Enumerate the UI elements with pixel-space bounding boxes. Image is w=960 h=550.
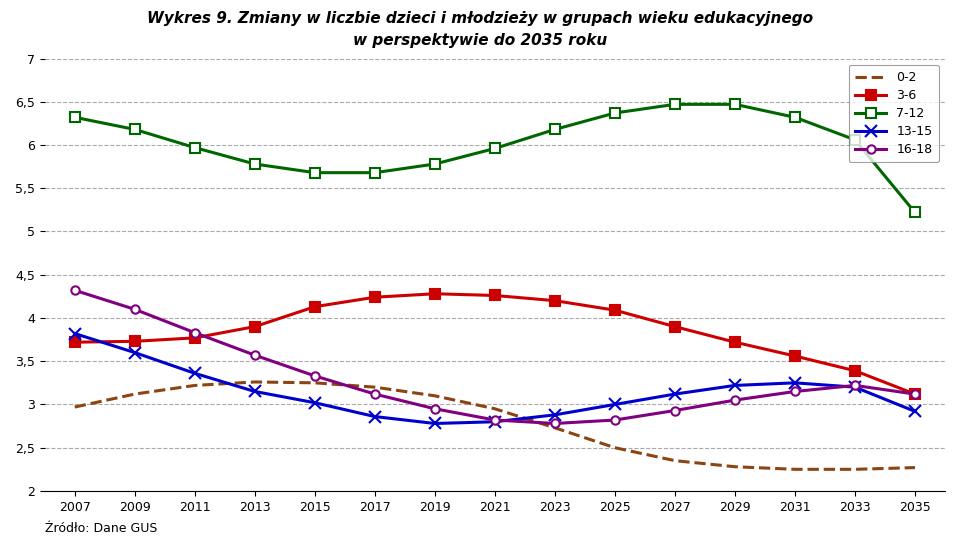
16-18 [249, 352, 260, 359]
7-12 [369, 169, 380, 176]
0-2 [669, 458, 681, 464]
7-12 [129, 126, 140, 133]
7-12 [489, 145, 500, 152]
13-15 [369, 413, 380, 420]
3-6 [189, 334, 201, 341]
7-12 [909, 209, 921, 216]
16-18 [549, 420, 561, 427]
3-6 [429, 290, 441, 297]
7-12 [669, 101, 681, 108]
13-15 [189, 370, 201, 377]
0-2 [549, 425, 561, 431]
Line: 13-15: 13-15 [69, 328, 921, 429]
X-axis label: Źródło: Dane GUS: Źródło: Dane GUS [45, 522, 157, 535]
0-2 [489, 405, 500, 412]
0-2 [369, 384, 380, 390]
13-15 [489, 419, 500, 425]
0-2 [249, 378, 260, 385]
7-12 [309, 169, 321, 176]
3-6 [909, 391, 921, 398]
13-15 [69, 330, 81, 337]
Line: 3-6: 3-6 [70, 289, 920, 399]
16-18 [309, 372, 321, 379]
3-6 [249, 323, 260, 330]
0-2 [189, 382, 201, 389]
16-18 [489, 417, 500, 424]
13-15 [129, 349, 140, 356]
16-18 [369, 391, 380, 398]
Line: 7-12: 7-12 [70, 100, 920, 217]
13-15 [429, 420, 441, 427]
0-2 [429, 393, 441, 399]
0-2 [909, 464, 921, 471]
13-15 [669, 391, 681, 398]
13-15 [850, 384, 861, 390]
7-12 [730, 101, 741, 108]
16-18 [789, 388, 801, 395]
0-2 [610, 444, 621, 451]
16-18 [189, 329, 201, 336]
3-6 [669, 323, 681, 330]
3-6 [610, 307, 621, 314]
3-6 [309, 304, 321, 310]
16-18 [610, 417, 621, 424]
Line: 16-18: 16-18 [71, 286, 919, 428]
13-15 [309, 399, 321, 406]
3-6 [369, 294, 380, 300]
13-15 [789, 379, 801, 386]
Text: Wykres 9. Zmiany w liczbie dzieci i młodzieży w grupach wieku edukacyjnego: Wykres 9. Zmiany w liczbie dzieci i młod… [147, 11, 813, 26]
3-6 [730, 339, 741, 345]
7-12 [850, 136, 861, 143]
7-12 [789, 114, 801, 120]
Text: w perspektywie do 2035 roku: w perspektywie do 2035 roku [353, 33, 607, 48]
13-15 [909, 408, 921, 415]
13-15 [730, 382, 741, 389]
Legend: 0-2, 3-6, 7-12, 13-15, 16-18: 0-2, 3-6, 7-12, 13-15, 16-18 [849, 65, 939, 162]
7-12 [429, 161, 441, 167]
13-15 [249, 388, 260, 395]
3-6 [789, 353, 801, 359]
3-6 [129, 338, 140, 345]
0-2 [309, 379, 321, 386]
7-12 [610, 109, 621, 116]
16-18 [669, 407, 681, 414]
3-6 [69, 339, 81, 345]
13-15 [610, 401, 621, 408]
16-18 [730, 397, 741, 404]
16-18 [429, 405, 441, 412]
7-12 [69, 114, 81, 120]
3-6 [850, 367, 861, 374]
0-2 [850, 466, 861, 472]
0-2 [789, 466, 801, 472]
3-6 [489, 292, 500, 299]
16-18 [850, 382, 861, 389]
0-2 [69, 404, 81, 410]
0-2 [730, 464, 741, 470]
7-12 [549, 126, 561, 133]
16-18 [129, 306, 140, 312]
16-18 [909, 391, 921, 398]
13-15 [549, 411, 561, 418]
Line: 0-2: 0-2 [75, 382, 915, 469]
16-18 [69, 287, 81, 294]
3-6 [549, 298, 561, 304]
7-12 [189, 144, 201, 151]
0-2 [129, 391, 140, 398]
7-12 [249, 161, 260, 167]
